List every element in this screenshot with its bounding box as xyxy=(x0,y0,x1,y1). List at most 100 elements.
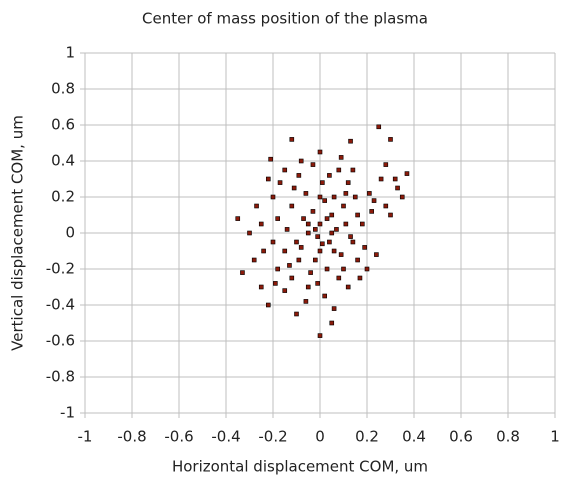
point xyxy=(350,239,356,245)
point xyxy=(336,167,342,173)
point xyxy=(287,263,292,268)
point xyxy=(352,194,358,200)
x-axis-label: Horizontal displacement COM, um xyxy=(172,458,428,476)
y-tick-label: 0.2 xyxy=(51,188,75,206)
x-tick-label: -1 xyxy=(78,428,93,446)
point xyxy=(317,248,323,254)
point xyxy=(291,185,297,191)
y-tick-label: -0.8 xyxy=(46,368,75,386)
point xyxy=(312,227,318,232)
point xyxy=(317,194,323,200)
point xyxy=(338,252,344,257)
point xyxy=(383,203,389,209)
point xyxy=(273,281,278,286)
point xyxy=(317,149,323,155)
point xyxy=(258,284,264,290)
point xyxy=(334,227,339,232)
point xyxy=(364,266,370,272)
point xyxy=(341,266,346,272)
y-tick-label: 0.8 xyxy=(51,80,75,98)
point xyxy=(235,216,241,221)
point xyxy=(258,221,264,227)
point xyxy=(404,171,410,176)
point xyxy=(355,212,360,218)
point xyxy=(294,311,299,317)
x-tick-label: -0.6 xyxy=(164,428,193,446)
point xyxy=(341,203,346,209)
point xyxy=(317,333,323,338)
point xyxy=(388,137,393,142)
point xyxy=(301,216,306,221)
point xyxy=(310,209,316,214)
x-tick-label: 0 xyxy=(315,428,325,446)
point xyxy=(350,167,356,173)
point xyxy=(327,239,332,245)
point xyxy=(298,245,304,250)
point xyxy=(388,212,393,218)
y-tick-label: 0.6 xyxy=(51,116,75,134)
point xyxy=(395,185,400,191)
y-tick-label: 0 xyxy=(65,224,75,242)
point xyxy=(348,234,353,239)
point xyxy=(310,162,316,167)
x-tick-label: -0.8 xyxy=(117,428,146,446)
point xyxy=(378,176,384,182)
point xyxy=(289,137,295,142)
point xyxy=(338,155,344,160)
point xyxy=(277,180,283,185)
point xyxy=(305,284,311,290)
point xyxy=(275,266,281,272)
point xyxy=(265,302,271,308)
y-tick-label: -0.4 xyxy=(46,296,75,314)
point xyxy=(317,221,323,227)
point xyxy=(275,216,281,221)
point xyxy=(320,241,325,247)
point xyxy=(270,239,276,245)
point xyxy=(357,275,363,281)
point xyxy=(305,221,311,227)
point xyxy=(367,191,372,196)
point xyxy=(308,270,313,275)
point xyxy=(296,173,302,178)
point xyxy=(312,257,318,263)
point xyxy=(322,293,328,299)
point xyxy=(383,162,389,167)
point xyxy=(324,266,330,272)
point xyxy=(303,299,309,304)
point xyxy=(329,230,335,236)
x-tick-label: -0.2 xyxy=(258,428,287,446)
point xyxy=(336,275,342,281)
x-tick-label: -0.4 xyxy=(211,428,240,446)
point xyxy=(240,270,245,275)
point xyxy=(331,306,337,311)
point xyxy=(282,288,288,293)
point xyxy=(296,257,302,263)
point xyxy=(294,239,299,245)
point xyxy=(362,245,367,250)
point xyxy=(343,191,349,196)
point xyxy=(298,158,304,164)
point xyxy=(261,248,266,254)
point xyxy=(254,203,259,209)
point xyxy=(329,212,335,218)
point xyxy=(343,221,349,227)
chart-title: Center of mass position of the plasma xyxy=(142,10,428,28)
y-tick-label: -1 xyxy=(60,404,75,422)
point xyxy=(289,203,295,209)
point xyxy=(270,194,276,200)
point xyxy=(371,198,377,203)
point xyxy=(305,230,311,236)
point xyxy=(284,227,290,232)
point xyxy=(303,191,309,196)
point xyxy=(359,221,365,227)
point xyxy=(265,176,271,182)
y-tick-label: -0.6 xyxy=(46,332,75,350)
point xyxy=(376,124,382,130)
point xyxy=(247,230,252,236)
x-tick-label: 0.8 xyxy=(496,428,520,446)
y-tick-label: 1 xyxy=(65,44,75,62)
x-tick-label: 0.4 xyxy=(402,428,426,446)
y-axis-label: Vertical displacement COM, um xyxy=(9,115,27,351)
point xyxy=(324,216,330,221)
